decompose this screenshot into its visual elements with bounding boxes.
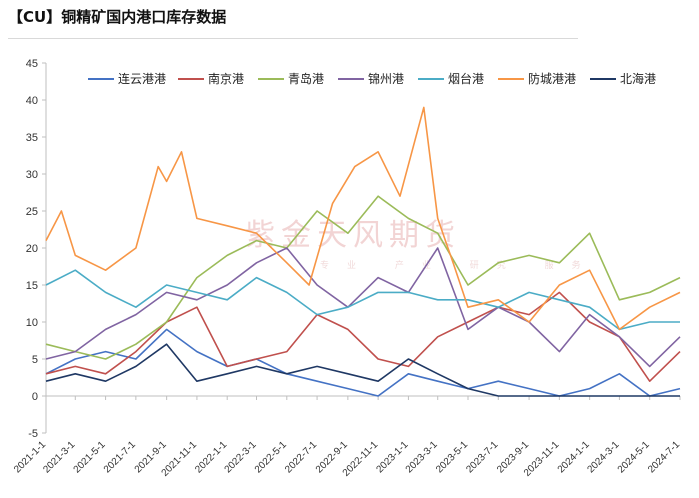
x-tick-label: 2021-7-1 [102,439,138,475]
x-tick-label: 2024-7-1 [646,439,682,475]
legend-label-3: 锦州港 [368,72,404,86]
y-tick-label: -5 [28,428,38,440]
y-tick-label: 5 [32,354,38,366]
series-line-0 [45,328,681,397]
series-line-2 [45,195,681,360]
series-line-5 [45,106,681,331]
y-tick-label: 40 [26,95,38,107]
y-tick-label: 20 [26,243,38,255]
y-tick-label: 30 [26,169,38,181]
chart-series [45,106,681,397]
x-tick-label: 2023-7-1 [464,439,500,475]
legend-label-5: 防城港港 [528,71,576,86]
legend-label-2: 青岛港 [288,71,324,86]
y-tick-label: 0 [32,391,38,403]
y-tick-label: 10 [26,317,38,329]
chart-legend: 连云港港 南京港 青岛港 锦州港 烟台港 防城港港 北海港 [88,71,656,86]
x-tick-label: 2023-5-1 [434,439,470,475]
x-tick-label: 2021-3-1 [41,439,77,475]
legend-label-6: 北海港 [620,71,656,86]
series-line-1 [45,291,681,382]
legend-label-1: 南京港 [208,71,244,86]
series-line-3 [45,247,681,368]
legend-label-0: 连云港港 [118,71,166,86]
y-tick-label: 15 [26,280,38,292]
title-divider [8,38,578,39]
x-tick-label: 2022-3-1 [223,439,259,475]
y-tick-label: 35 [26,132,38,144]
x-tick-label: 2022-5-1 [253,439,289,475]
watermark-subtitle: 专业 产业 研究 服务 [320,261,599,271]
chart-axes: -50510152025303540452021-1-12021-3-12021… [12,58,682,479]
series-line-4 [45,269,680,331]
legend-label-4: 烟台港 [448,71,484,86]
x-tick-label: 2023-3-1 [404,439,440,475]
x-tick-label: 2024-3-1 [585,439,621,475]
y-tick-label: 45 [26,58,38,70]
x-tick-label: 2021-5-1 [72,439,108,475]
series-line-6 [45,343,680,397]
x-tick-label: 2024-5-1 [616,439,652,475]
x-tick-label: 2022-7-1 [283,439,319,475]
page-title: 【CU】铜精矿国内港口库存数据 [8,8,227,26]
y-tick-label: 25 [26,206,38,218]
